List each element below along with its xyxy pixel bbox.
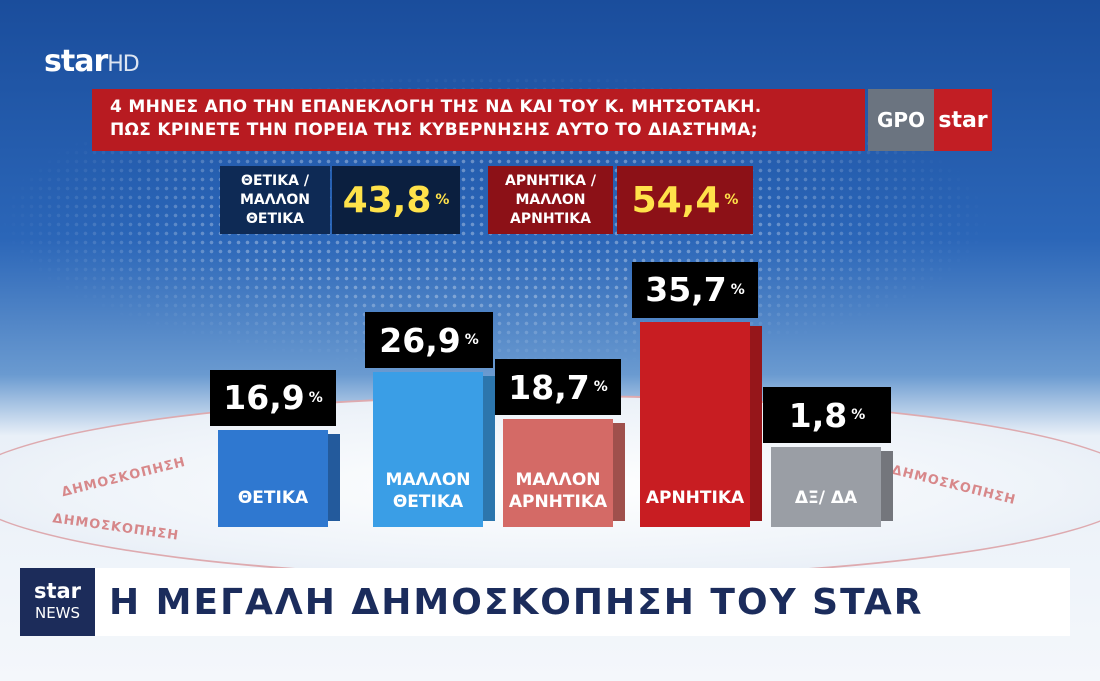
summary-negative-label: ΑΡΝΗΤΙΚΑ / ΜΑΛΛΟΝ ΑΡΝΗΤΙΚΑ: [488, 166, 613, 234]
value-label-1: 16,9%: [210, 369, 336, 426]
value-label-5: 1,8%: [763, 387, 891, 443]
bar-face-3: [503, 419, 613, 527]
summary-negative-value: 54,4%: [617, 166, 753, 234]
bar-4: [640, 321, 762, 527]
bar-2: [373, 372, 495, 527]
value-label-2: 26,9%: [365, 312, 493, 369]
summary-positive-label: ΘΕΤΙΚΑ / ΜΑΛΛΟΝ ΘΕΤΙΚΑ: [220, 166, 330, 234]
summary-positive-value: 43,8%: [332, 166, 460, 234]
bar-face-4: [640, 321, 750, 527]
category-label-3: ΜΑΛΛΟΝ ΑΡΝΗΤΙΚΑ: [508, 470, 608, 512]
hd-label: HD: [107, 52, 140, 77]
value-label-4: 35,7%: [632, 261, 758, 318]
bar-face-5: [771, 447, 881, 527]
question-box: 4 ΜΗΝΕΣ ΑΠΟ ΤΗΝ ΕΠΑΝΕΚΛΟΓΗ ΤΗΣ ΝΔ ΚΑΙ ΤΟ…: [92, 89, 865, 151]
category-label-2: ΜΑΛΛΟΝ ΘΕΤΙΚΑ: [385, 470, 471, 512]
star-logo: star: [934, 89, 992, 151]
star-news-logo: star NEWS: [20, 568, 95, 636]
bar-face-2: [373, 372, 483, 527]
bar-side-3: [613, 423, 625, 521]
bar-1: [218, 429, 340, 527]
question-line-2: ΠΩΣ ΚΡΙΝΕΤΕ ΤΗΝ ΠΟΡΕΙΑ ΤΗΣ ΚΥΒΕΡΝΗΣΗΣ ΑΥ…: [110, 120, 758, 140]
news-ticker: star NEWS Η ΜΕΓΑΛΗ ΔΗΜΟΣΚΟΠΗΣΗ ΤΟΥ STAR: [20, 568, 1070, 636]
bar-side-5: [881, 451, 893, 521]
ticker-headline: Η ΜΕΓΑΛΗ ΔΗΜΟΣΚΟΠΗΣΗ ΤΟΥ STAR: [95, 568, 1070, 636]
category-label-5: ΔΞ/ ΔΑ: [794, 488, 858, 508]
bar-side-1: [328, 433, 340, 521]
bar-3: [503, 419, 625, 527]
category-label-1: ΘΕΤΙΚΑ: [237, 488, 309, 508]
channel-logo: starHD: [44, 44, 140, 79]
bar-face-1: [218, 429, 328, 527]
gpo-logo: GPO: [868, 89, 934, 151]
bar-side-4: [750, 325, 762, 521]
bar-5: [771, 447, 893, 527]
question-line-1: 4 ΜΗΝΕΣ ΑΠΟ ΤΗΝ ΕΠΑΝΕΚΛΟΓΗ ΤΗΣ ΝΔ ΚΑΙ ΤΟ…: [110, 97, 762, 117]
value-label-3: 18,7%: [495, 359, 621, 416]
category-label-4: ΑΡΝΗΤΙΚΑ: [645, 488, 745, 508]
bar-side-2: [483, 376, 495, 521]
